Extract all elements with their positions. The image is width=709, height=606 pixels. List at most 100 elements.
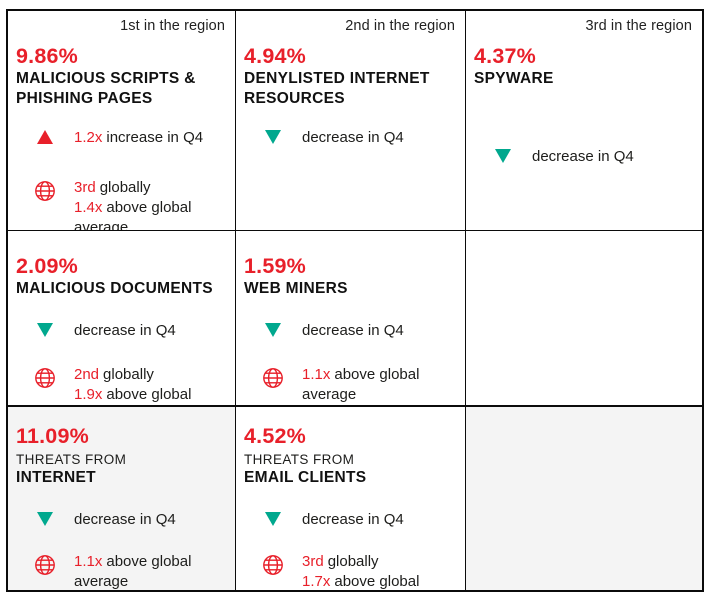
icon-box <box>16 128 74 144</box>
cell-empty <box>466 230 702 405</box>
threat-title-text: INTERNET <box>16 469 96 486</box>
triangle-down-icon <box>495 148 511 163</box>
icon-box <box>16 510 74 526</box>
percent-value: 9.86% <box>16 44 78 68</box>
trend-text: decrease in Q4 <box>302 510 404 528</box>
trend-text: decrease in Q4 <box>74 510 176 528</box>
globe-icon <box>263 367 283 388</box>
global-average-line: 1.4x above global average <box>74 199 191 230</box>
global-rank-label: globally <box>327 552 379 570</box>
trend-value: 1.2x <box>74 129 103 146</box>
global-multiplier-value: 1.7x <box>302 572 331 590</box>
threat-title-text: SPYWARE <box>474 70 554 87</box>
icon-box <box>16 178 74 202</box>
threat-title: MALICIOUS SCRIPTS & PHISHING PAGES <box>16 69 228 108</box>
trend-row: decrease in Q4 <box>244 510 459 530</box>
global-rank-value: 3rd <box>302 552 324 570</box>
icon-box <box>16 365 74 389</box>
triangle-down-icon <box>37 322 53 337</box>
global-row: 1.1x above global average <box>16 552 229 591</box>
global-multiplier-label: above global average <box>334 572 420 590</box>
triangle-down-icon <box>265 322 281 337</box>
threat-title: THREATS FROM EMAIL CLIENTS <box>244 451 456 488</box>
trend-text: decrease in Q4 <box>302 321 404 339</box>
cell-spyware: 3rd in the region 4.37% SPYWARE decrease… <box>466 11 702 230</box>
globe-icon <box>35 367 55 388</box>
threat-title-text: MALICIOUS DOCUMENTS <box>16 280 213 297</box>
column-header-3rd: 3rd in the region <box>585 18 692 34</box>
trend-row: decrease in Q4 <box>474 147 696 167</box>
icon-box <box>474 147 532 163</box>
global-rank-line: 2nd globally <box>74 366 154 383</box>
global-multiplier-value: 1.4x <box>74 199 103 216</box>
globe-icon <box>35 181 55 201</box>
global-multiplier-label: above global average <box>106 385 192 403</box>
icon-box <box>16 552 74 576</box>
triangle-down-icon <box>265 130 281 144</box>
percent-value: 4.94% <box>244 44 306 68</box>
icon-box <box>244 321 302 337</box>
global-rank-value: 2nd <box>74 365 100 383</box>
global-text: 1.1x above global average <box>74 552 229 591</box>
threat-title-text: WEB MINERS <box>244 280 348 297</box>
globe-icon <box>263 554 283 575</box>
trend-row: decrease in Q4 <box>244 321 459 341</box>
cell-threats-from-internet: 11.09% THREATS FROM INTERNET decrease in… <box>8 405 236 590</box>
trend-text: decrease in Q4 <box>532 147 634 165</box>
icon-box <box>244 552 302 576</box>
icon-box <box>244 510 302 526</box>
trend-text: decrease in Q4 <box>74 321 176 339</box>
global-rank-line: 3rd globally <box>302 553 379 570</box>
cell-malicious-documents: 2.09% MALICIOUS DOCUMENTS decrease in Q4… <box>8 230 236 405</box>
global-rank-label: globally <box>99 179 151 196</box>
cell-denylisted-resources: 2nd in the region 4.94% DENYLISTED INTER… <box>236 11 466 230</box>
icon-box <box>16 321 74 337</box>
global-rank-value: 3rd <box>74 179 96 196</box>
global-multiplier-value: 1.9x <box>74 385 103 403</box>
cell-empty <box>466 405 702 590</box>
global-multiplier-label: above global average <box>74 199 192 230</box>
global-multiplier-value: 1.1x <box>74 552 103 570</box>
trend-text: decrease in Q4 <box>302 129 404 146</box>
trend-label: increase in Q4 <box>106 129 204 146</box>
threat-title: DENYLISTED INTERNET RESOURCES <box>244 69 456 108</box>
percent-value: 2.09% <box>16 254 78 278</box>
triangle-down-icon <box>265 511 281 526</box>
global-text: 3rd globally 1.4x above global average <box>74 178 229 230</box>
global-text: 1.1x above global average <box>302 365 459 405</box>
threat-title-text: DENYLISTED INTERNET RESOURCES <box>244 70 430 107</box>
percent-value: 4.37% <box>474 44 536 68</box>
trend-row: decrease in Q4 <box>16 321 229 341</box>
threat-title-text: MALICIOUS SCRIPTS & PHISHING PAGES <box>16 70 196 107</box>
triangle-up-icon <box>37 130 53 144</box>
column-header-1st: 1st in the region <box>120 18 225 34</box>
percent-value: 1.59% <box>244 254 306 278</box>
global-row: 1.1x above global average <box>244 365 459 405</box>
threat-title: SPYWARE <box>474 69 686 89</box>
global-row: 3rd globally 1.4x above global average <box>16 178 229 230</box>
threat-title: THREATS FROM INTERNET <box>16 451 228 488</box>
icon-box <box>244 128 302 144</box>
threat-title: MALICIOUS DOCUMENTS <box>16 279 228 299</box>
icon-box <box>244 365 302 389</box>
global-rank-label: globally <box>103 365 154 383</box>
cell-malicious-scripts: 1st in the region 9.86% MALICIOUS SCRIPT… <box>8 11 236 230</box>
column-header-2nd: 2nd in the region <box>345 18 455 34</box>
globe-icon <box>35 554 55 575</box>
global-multiplier-label: above global average <box>302 365 420 403</box>
percent-value: 11.09% <box>16 424 89 448</box>
global-rank-line: 3rd globally <box>74 179 151 196</box>
cell-threats-from-email-clients: 4.52% THREATS FROM EMAIL CLIENTS decreas… <box>236 405 466 590</box>
trend-text: 1.2x increase in Q4 <box>74 128 203 148</box>
percent-value: 4.52% <box>244 424 306 448</box>
threat-title-prefix: THREATS FROM <box>16 452 127 467</box>
trend-row: decrease in Q4 <box>16 510 229 530</box>
threat-stats-table: 1st in the region 9.86% MALICIOUS SCRIPT… <box>6 9 704 592</box>
triangle-down-icon <box>37 511 53 526</box>
threat-title-text: EMAIL CLIENTS <box>244 469 367 486</box>
